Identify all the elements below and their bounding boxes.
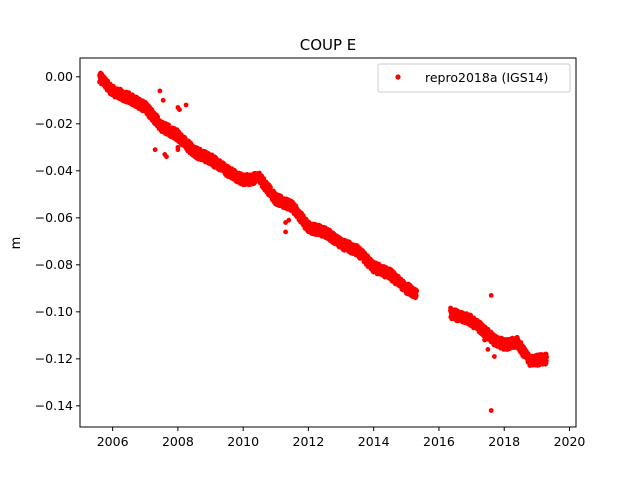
data-point [160, 97, 166, 103]
data-point [286, 217, 292, 223]
x-tick-label: 2018 [488, 434, 520, 449]
y-tick-label: −0.10 [35, 304, 73, 319]
x-axis: 2006 2008 2010 2012 2014 2016 2018 2020 [97, 427, 586, 449]
data-point [482, 337, 487, 343]
data-point [544, 354, 549, 360]
data-point [175, 105, 181, 110]
data-point [152, 147, 158, 153]
x-tick-label: 2010 [227, 434, 259, 449]
y-tick-label: −0.02 [35, 116, 73, 131]
data-point [544, 358, 549, 364]
y-axis-label: m [9, 237, 24, 250]
x-tick-label: 2012 [293, 434, 325, 449]
data-point [268, 184, 273, 190]
data-point [488, 293, 494, 298]
chart-title: COUP E [300, 36, 357, 54]
x-tick-label: 2006 [97, 434, 129, 449]
y-tick-label: 0.00 [45, 69, 73, 84]
y-tick-label: −0.06 [35, 210, 73, 225]
y-axis: 0.00 −0.02 −0.04 −0.06 −0.08 −0.10 −0.12 −0.14 [35, 69, 80, 413]
data-point [175, 147, 181, 153]
y-tick-label: −0.12 [35, 351, 73, 366]
x-tick-label: 2020 [554, 434, 586, 449]
x-tick-label: 2014 [358, 434, 390, 449]
legend-label: repro2018a (IGS14) [425, 70, 548, 85]
data-point [413, 293, 419, 299]
data-points [97, 70, 549, 413]
y-tick-label: −0.04 [35, 163, 73, 178]
y-tick-label: −0.08 [35, 257, 73, 272]
data-point [164, 154, 169, 160]
y-tick-label: −0.14 [35, 398, 73, 413]
data-point [488, 408, 494, 413]
data-point [485, 347, 491, 352]
data-point [414, 288, 419, 293]
legend-box [377, 63, 571, 93]
data-point [492, 354, 497, 359]
x-tick-label: 2008 [162, 434, 194, 449]
x-tick-label: 2016 [423, 434, 455, 449]
plot-frame [79, 57, 577, 428]
legend-marker [395, 74, 401, 80]
data-point [157, 88, 163, 94]
legend: repro2018a (IGS14) [377, 63, 571, 93]
data-point [283, 229, 288, 235]
data-point [183, 102, 189, 108]
